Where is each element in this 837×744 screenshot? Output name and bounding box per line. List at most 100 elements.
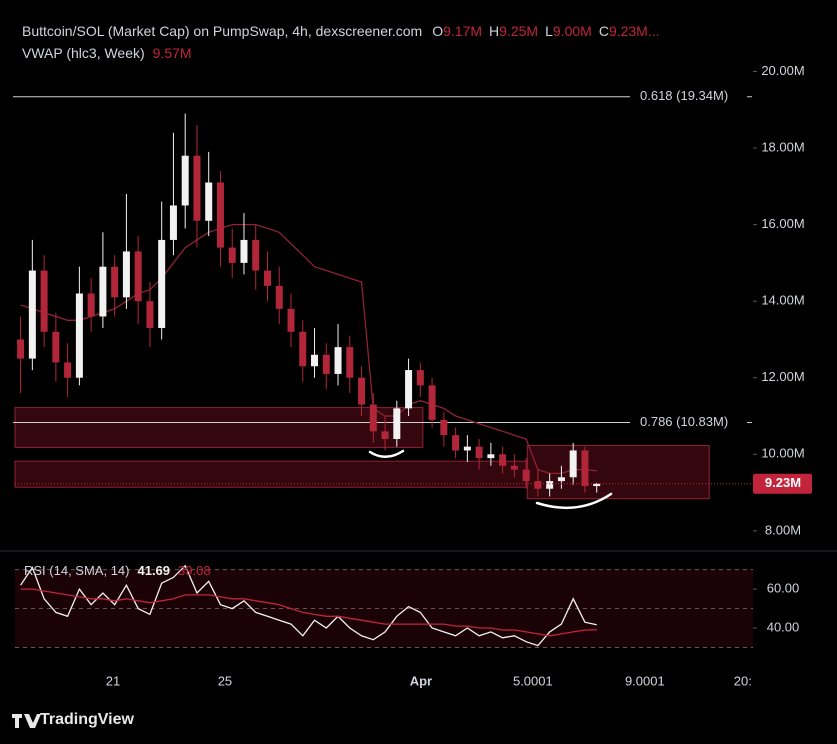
y-tick-label: 14.00M [761, 293, 804, 308]
main-pane: 8.00M 10.00M 12.00M 14.00M 16.00M 18.00M 20.00… [13, 63, 812, 537]
candle-body [369, 404, 377, 432]
legend-text: Buttcoin/SOL (Market Cap) on PumpSwap, 4… [22, 23, 423, 39]
candle-body [111, 266, 119, 298]
candle-body [581, 450, 589, 487]
y-tick-label: 16.00M [761, 216, 804, 231]
x-tick-label: 20: [734, 673, 752, 688]
rsi-line [20, 564, 597, 647]
legend-text: 9.17M [443, 23, 483, 39]
zone [526, 444, 710, 500]
candle-body [346, 347, 354, 378]
candle-body [428, 385, 436, 420]
fib-level-label: 0.786 (10.83M) [640, 414, 728, 429]
legend-text: 41.69 [137, 563, 171, 578]
candle-body [405, 370, 413, 409]
x-tick-label: 21 [106, 673, 120, 688]
candle-body [193, 155, 201, 221]
candle-body [287, 308, 295, 332]
rsi-pane: 40.00 60.00 21 25 Apr 5.0001 9.0001 20: [15, 564, 800, 688]
candle-body [158, 239, 166, 328]
candle-body [75, 293, 83, 378]
vwap-line [20, 223, 597, 475]
legend-line: VWAP (hlc3, Week) 9.57M [22, 45, 192, 61]
x-tick-label: 25 [218, 673, 232, 688]
candle-body [263, 270, 271, 286]
candle-body [169, 205, 177, 240]
candle-body [416, 370, 424, 386]
candle-body [17, 339, 25, 359]
candle-body [99, 266, 107, 317]
brand-logo [12, 714, 41, 728]
legend-text: 9.25M [499, 23, 539, 39]
candle-body [205, 182, 213, 221]
legend-text: C [598, 23, 609, 39]
legend-line: RSI (14, SMA, 14) 41.69 39.08 [24, 563, 211, 578]
candle-body [122, 251, 130, 298]
y-tick-label: 40.00 [767, 619, 800, 634]
candle-body [487, 454, 495, 459]
annotation-curve [368, 449, 405, 458]
candle-body [522, 469, 530, 482]
rsi-band [15, 569, 753, 648]
y-tick-label: 60.00 [767, 580, 800, 595]
legend-text: RSI (14, SMA, 14) [24, 563, 130, 578]
x-tick-label: 9.0001 [625, 673, 665, 688]
candle-body [499, 454, 507, 466]
candle-body [299, 331, 307, 367]
candle-body [252, 239, 260, 271]
rsi-line [20, 588, 597, 637]
y-tick-label: 18.00M [761, 139, 804, 154]
legend-text: O [432, 23, 444, 39]
candle-body [381, 431, 389, 439]
candle-body [28, 270, 36, 359]
y-tick-label: 8.00M [765, 522, 801, 537]
candle-body [240, 239, 248, 263]
legend-line: Buttcoin/SOL (Market Cap) on PumpSwap, 4… [22, 23, 660, 39]
candle-body [322, 354, 330, 374]
legend-text: 9.00M [552, 23, 592, 39]
last-price-tag [753, 473, 812, 494]
candle-body [475, 446, 483, 459]
legend-text: 39.08 [178, 563, 211, 578]
annotation-curve [535, 492, 613, 510]
candle-body [452, 435, 460, 451]
x-tick-label: Apr [410, 673, 432, 688]
candle-body [181, 155, 189, 206]
candle-body [546, 481, 554, 489]
y-tick-label: 20.00M [761, 63, 804, 78]
zones [14, 407, 710, 500]
zone [14, 407, 424, 448]
candle-body [463, 446, 471, 451]
candle-body [311, 354, 319, 367]
candle-body [358, 377, 366, 405]
candle-body [52, 331, 60, 363]
candle-body [134, 251, 142, 302]
candle-body [557, 477, 565, 482]
candle-body [228, 247, 236, 263]
candle-body [569, 450, 577, 478]
x-tick-label: 5.0001 [513, 673, 553, 688]
candle-body [440, 419, 448, 436]
legend-text: 9.23M... [608, 23, 660, 39]
candle-body [40, 270, 48, 332]
fib-level-label: 0.618 (19.34M) [640, 88, 728, 103]
zone [14, 460, 528, 488]
candle-body [510, 465, 518, 470]
y-tick-label: 10.00M [761, 446, 804, 461]
legend-text: L [545, 23, 553, 39]
legend-text: H [489, 23, 500, 39]
legend-text: VWAP (hlc3, Week) [22, 45, 145, 61]
candle-body [334, 347, 342, 374]
candle-body [275, 285, 283, 309]
candle-body [534, 481, 542, 489]
brand-name: TradingView [40, 711, 134, 728]
candle-body [393, 408, 401, 439]
candle-body [593, 483, 601, 487]
candle-body [146, 301, 154, 328]
candle-body [216, 182, 224, 248]
candle-body [64, 362, 72, 378]
candle-body [87, 293, 95, 317]
y-tick-label: 12.00M [761, 369, 804, 384]
